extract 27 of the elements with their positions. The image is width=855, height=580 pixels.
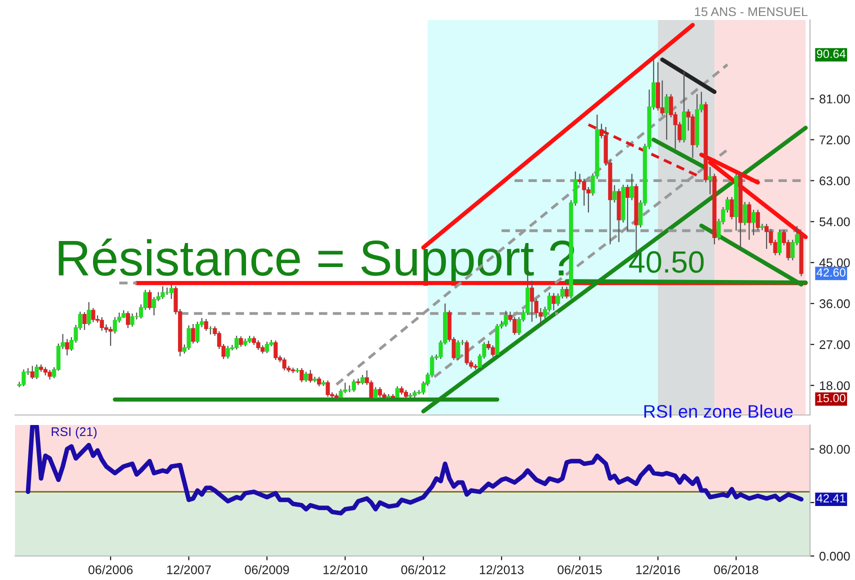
x-tick-label: 12/2013	[480, 565, 524, 574]
y-tick-label: 45.00	[819, 258, 850, 268]
x-tick-label: 06/2006	[88, 565, 133, 574]
y-tick-label: 54.00	[820, 217, 850, 226]
annotation: 42.60	[816, 268, 846, 277]
annotation: 40.50	[629, 251, 704, 273]
text: 15 ANS - MENSUEL	[695, 7, 808, 16]
y-tick-label: 81.00	[820, 94, 850, 104]
x-tick-label: 06/2015	[558, 565, 602, 574]
y-tick-label: 36.00	[820, 299, 850, 308]
x-tick-label: 06/2018	[714, 565, 758, 574]
series-label: RSI (21)	[52, 426, 97, 439]
x-tick-label: 12/2016	[636, 565, 680, 574]
annotation: RSI en zone Bleue	[644, 404, 793, 418]
y-tick-label: 0.000	[820, 552, 850, 561]
annotation: 42.41	[816, 494, 846, 502]
x-tick-label: 06/2012	[401, 565, 446, 574]
annotation: 90.64	[816, 50, 846, 58]
y-tick-label: 63.00	[820, 176, 850, 186]
x-tick-label: 06/2009	[244, 565, 289, 574]
y-tick-label: 18.00	[820, 381, 850, 390]
annotation: 15.00	[817, 394, 846, 402]
y-tick-label: 80.00	[820, 444, 850, 454]
x-tick-label: 12/2010	[324, 565, 368, 574]
x-tick-label: 12/2007	[167, 565, 211, 574]
y-tick-label: 72.00	[820, 135, 850, 144]
y-tick-label: 27.00	[820, 340, 850, 350]
